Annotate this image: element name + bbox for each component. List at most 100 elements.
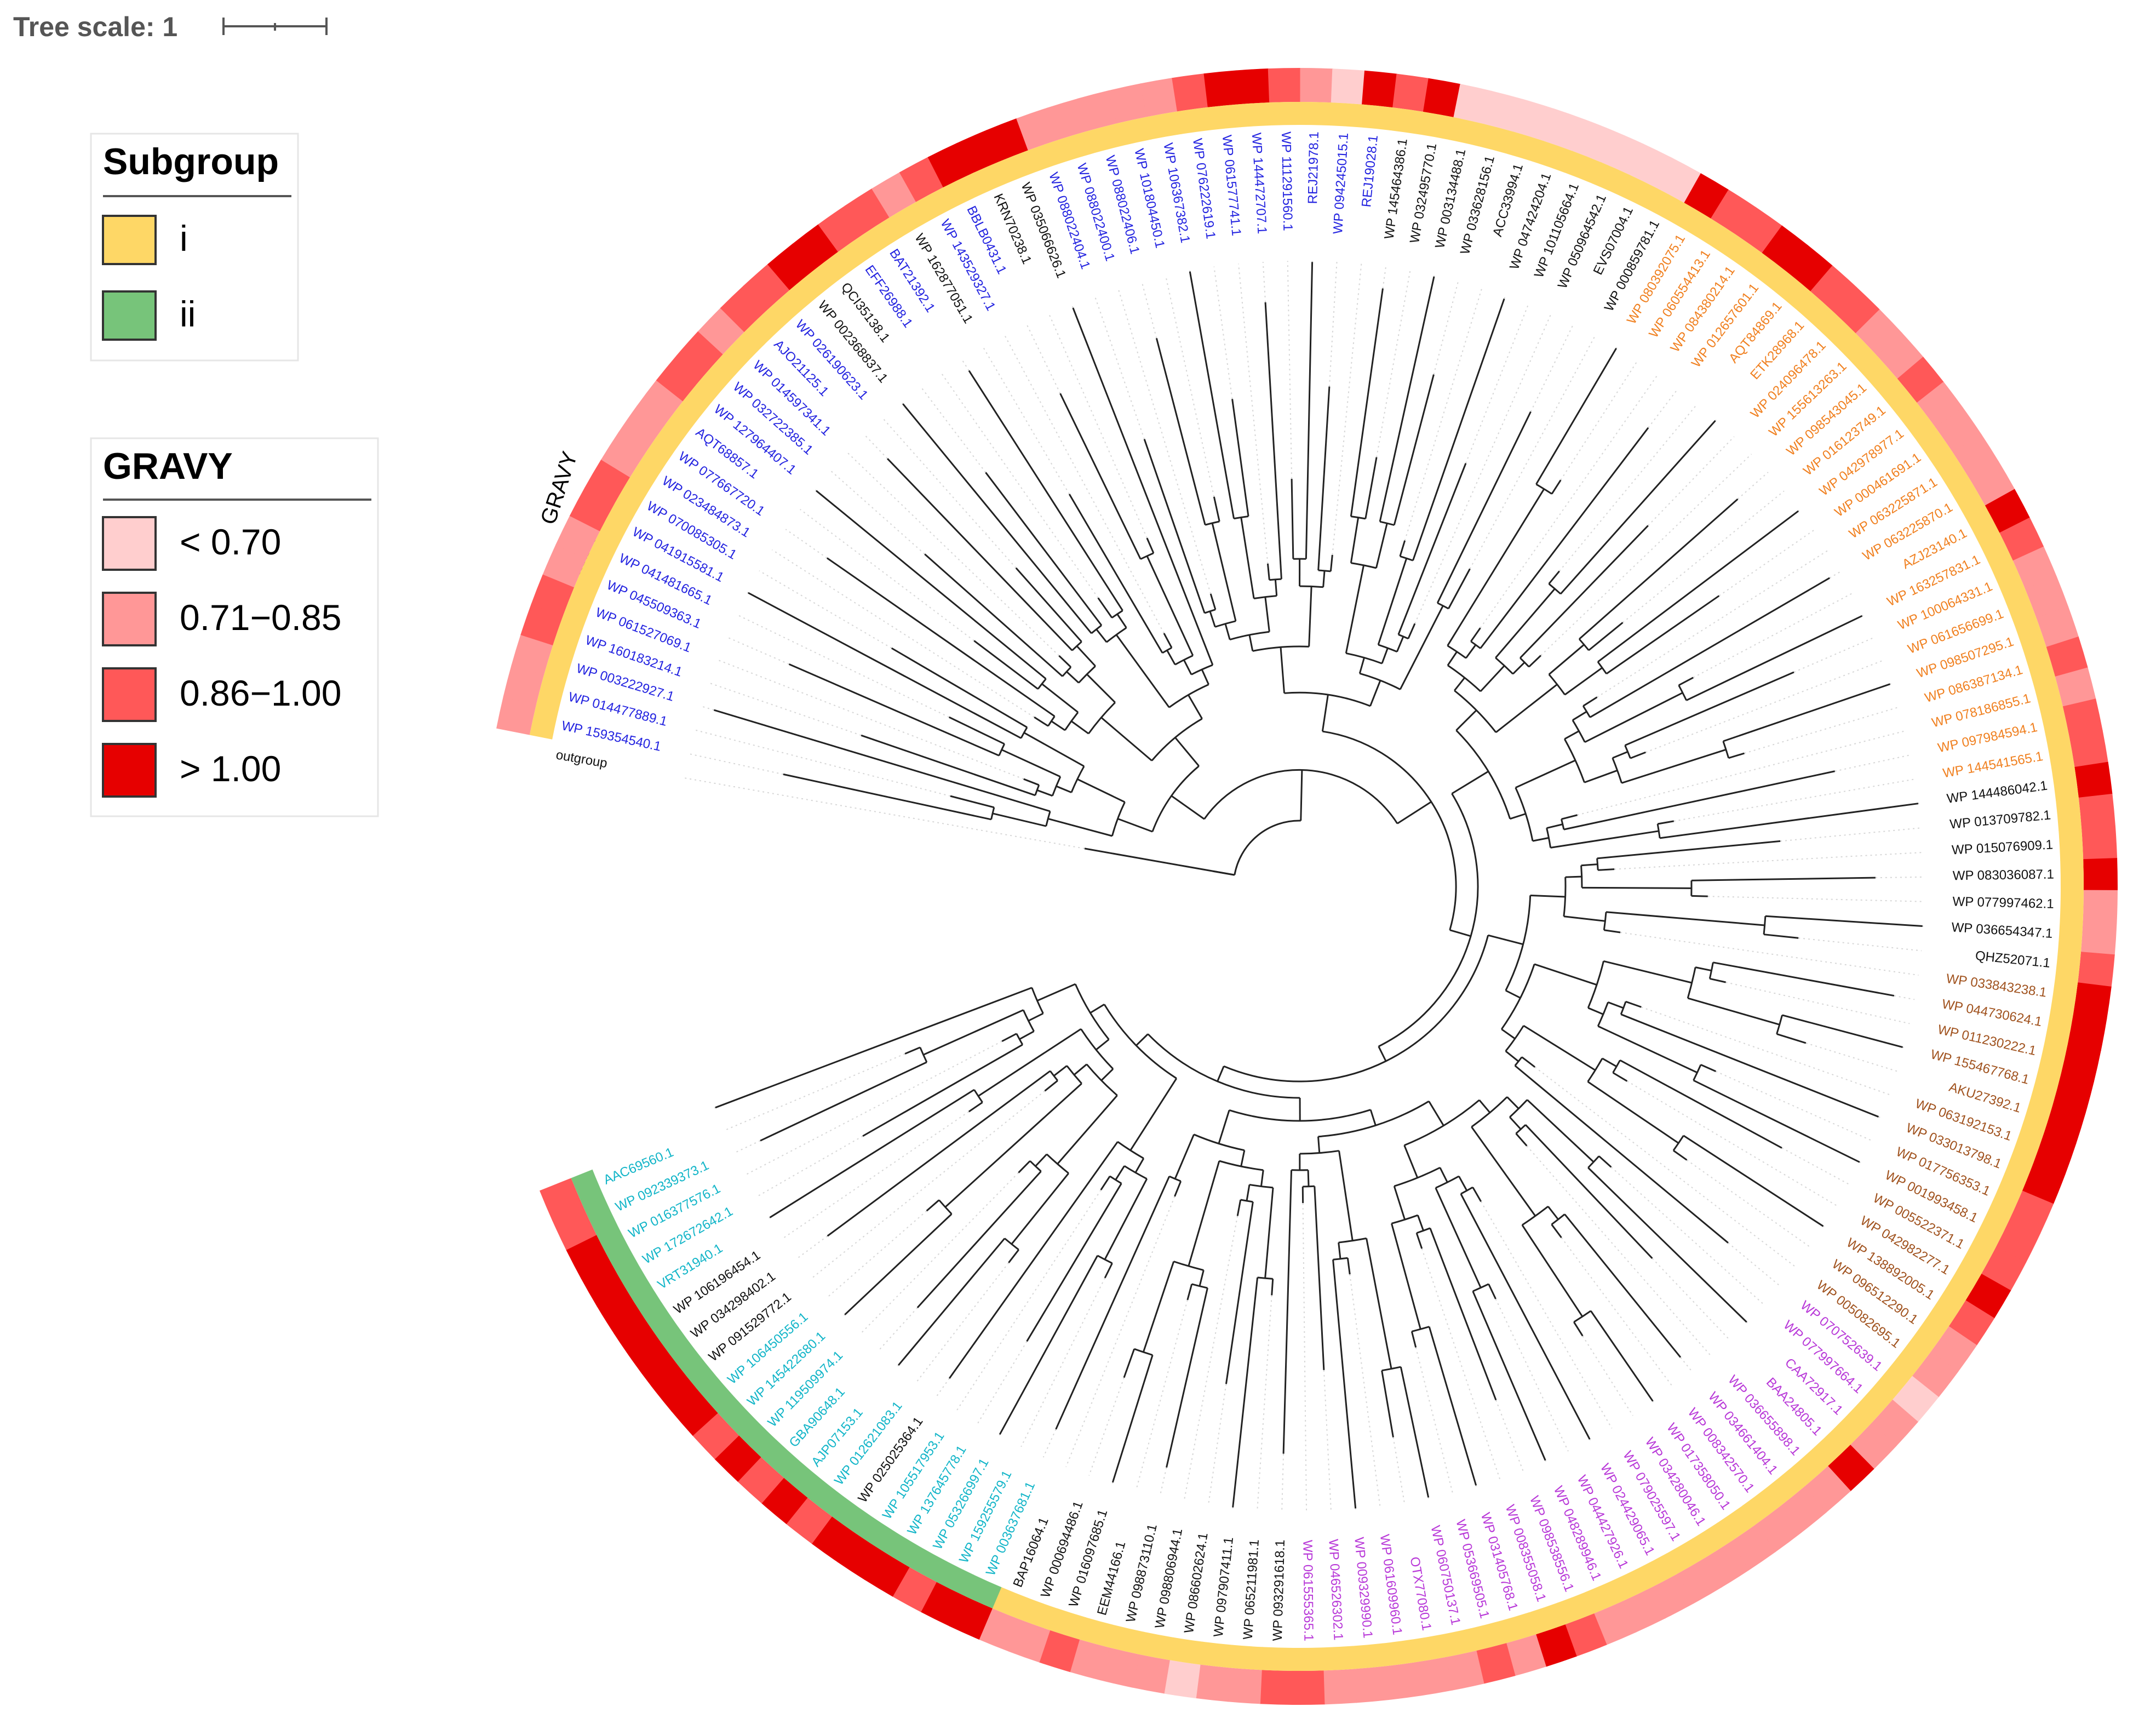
leaf-guide (999, 1434, 1001, 1436)
leaf-guide (921, 387, 987, 473)
tree-arc (1004, 1238, 1019, 1251)
subgroup-cell (702, 353, 741, 393)
subgroup-cell (832, 1497, 870, 1534)
tree-branch (1439, 1167, 1448, 1183)
leaf-guide (1878, 1116, 1881, 1118)
subgroup-cell (863, 217, 902, 254)
tree-branch (1625, 1000, 1642, 1008)
gravy-cell (1362, 70, 1397, 108)
tree-branch (1505, 989, 1521, 999)
tree-branch (760, 1061, 927, 1142)
subgroup-cell (2033, 676, 2063, 713)
subgroup-cell (563, 587, 596, 625)
tree-branch (1350, 517, 1360, 563)
subgroup-cell (1894, 1337, 1931, 1377)
subgroup-cell (1261, 1647, 1293, 1671)
subgroup-cell (738, 1419, 777, 1457)
tree-arc (1515, 787, 1534, 841)
gravy-cell (698, 307, 745, 354)
tree-arc (1333, 1257, 1348, 1261)
tree-branch (1066, 671, 1080, 684)
tree-branch (968, 1101, 983, 1113)
leaf-guide (733, 1140, 761, 1154)
tree-arc (1047, 715, 1056, 727)
tree-branch (1532, 837, 1549, 842)
leaf-guide (744, 1040, 1002, 1176)
tree-branch (1519, 525, 1649, 659)
leaf-label: WP 097907411.1 (1211, 1536, 1236, 1637)
tree-branch (1548, 644, 1585, 675)
tree-branch (1174, 737, 1200, 767)
subgroup-cell (1057, 131, 1094, 162)
tree-branch (1317, 1136, 1321, 1153)
subgroup-cell (630, 450, 666, 490)
subgroup-cell (1766, 1468, 1805, 1507)
leaf-guide (1597, 550, 1828, 698)
tree-branch (1587, 1007, 1604, 1015)
tree-branch (1338, 1150, 1354, 1241)
subgroup-cell (723, 331, 761, 370)
subgroup-cell (744, 310, 783, 348)
gravy-cell (1163, 1660, 1201, 1699)
leaf-guide (769, 1217, 770, 1219)
tree-arc (1168, 684, 1209, 708)
tree-arc (1318, 569, 1331, 572)
tree-branch (1723, 683, 1891, 742)
subgroup-cell (916, 187, 954, 222)
leaf-guide (1207, 1384, 1227, 1505)
gravy-cell (1827, 1445, 1874, 1492)
tree-arc (1140, 552, 1154, 560)
tree-arc (1471, 1096, 1508, 1128)
subgroup-cell (991, 1587, 1030, 1620)
subgroup-cell (1507, 131, 1544, 163)
legend-label-gravy-086-100: 0.86−1.00 (180, 673, 341, 713)
tree-branch (714, 709, 1051, 812)
subgroup-cell (813, 251, 852, 289)
leaf-guide (1686, 1159, 1811, 1248)
tree-branch (1454, 677, 1466, 691)
tree-branch (1687, 997, 1780, 1026)
tree-arc (973, 1089, 983, 1103)
tree-arc (1240, 1199, 1253, 1203)
tree-branch (1480, 427, 1649, 649)
leaf-guide (1382, 266, 1386, 289)
tree-arc (1620, 1001, 1627, 1015)
leaf-guide (756, 1135, 863, 1198)
tree-branch (1073, 1063, 1087, 1076)
tree-branch (1056, 785, 1072, 793)
leaf-guide (1004, 334, 1165, 634)
tree-branch (926, 1199, 940, 1212)
leaf-guide (1798, 937, 1922, 952)
subgroup-cell (697, 1374, 735, 1413)
leaf-label: WP 098873110.1 (1123, 1522, 1160, 1624)
gravy-cell (1649, 1573, 1694, 1619)
tree-arc (1051, 776, 1062, 797)
tree-arc (1722, 741, 1730, 759)
tree-arc (1062, 666, 1072, 677)
tree-branch (1621, 748, 1727, 784)
leaf-guide (1615, 347, 1618, 349)
tree-branch (1581, 863, 1598, 867)
leaf-guide (1117, 287, 1212, 594)
leaf-guide (1582, 1336, 1633, 1416)
tree-branch (1407, 623, 1416, 639)
tree-branch (1524, 1124, 1653, 1259)
gravy-cell (1203, 70, 1240, 107)
leaf-guide (725, 636, 789, 665)
tree-arc (1074, 983, 1110, 1040)
gravy-cell (1656, 158, 1701, 203)
tree-branch (1713, 961, 1895, 997)
tree-arc (1147, 1033, 1300, 1099)
tree-arc (1151, 718, 1203, 761)
gravy-cell (503, 665, 544, 705)
subgroup-cell (1557, 1592, 1595, 1625)
tree-branch (1381, 1370, 1394, 1438)
tree-arc (1346, 652, 1383, 665)
tree-branch (1590, 577, 1830, 718)
leaf-guide (782, 1111, 970, 1239)
gravy-cell (1996, 1218, 2041, 1263)
legend-swatch-subgroup-ii (102, 290, 157, 341)
tree-arc (1322, 730, 1457, 931)
tree-arc (1191, 664, 1213, 675)
gravy-cell (743, 264, 790, 311)
